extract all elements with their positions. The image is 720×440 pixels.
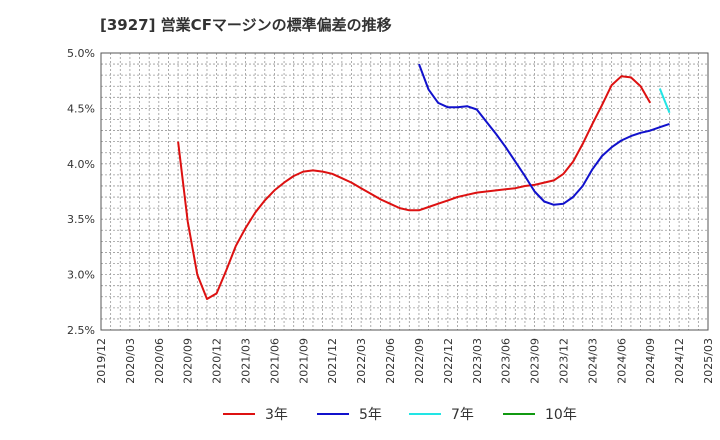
- y-tick-label: 5.0%: [67, 47, 95, 60]
- legend-item-7年: 7年: [409, 407, 474, 423]
- x-tick-label: 2024/03: [586, 338, 599, 384]
- y-tick-label: 4.0%: [67, 158, 95, 171]
- x-tick-label: 2021/03: [240, 338, 253, 384]
- series-line-5年: [418, 63, 670, 206]
- x-tick-label: 2022/03: [355, 338, 368, 384]
- x-tick-label: 2022/12: [442, 338, 455, 384]
- x-tick-label: 2024/12: [673, 338, 686, 384]
- x-tick-label: 2022/06: [384, 338, 397, 384]
- y-tick-label: 4.5%: [67, 102, 95, 115]
- x-tick-label: 2025/03: [702, 338, 715, 384]
- x-tick-label: 2021/09: [297, 338, 310, 384]
- x-tick-label: 2023/03: [471, 338, 484, 384]
- x-tick-label: 2019/12: [95, 338, 108, 384]
- legend-label: 10年: [545, 407, 577, 423]
- x-tick-label: 2020/06: [153, 338, 166, 384]
- x-tick-label: 2022/09: [413, 338, 426, 384]
- x-tick-label: 2020/03: [124, 338, 137, 384]
- legend-label: 7年: [451, 407, 474, 423]
- x-tick-label: 2023/09: [529, 338, 542, 384]
- y-tick-label: 3.5%: [67, 213, 95, 226]
- x-tick-label: 2021/06: [268, 338, 281, 384]
- legend-item-3年: 3年: [223, 407, 288, 423]
- x-axis-tick-labels: 2019/12 2020/03 2020/06 2020/09 2020/12 2021/…: [95, 338, 715, 384]
- x-tick-label: 2020/09: [182, 338, 195, 384]
- x-tick-label: 2023/06: [500, 338, 513, 384]
- series-line-3年: [177, 75, 652, 300]
- x-tick-label: 2021/12: [326, 338, 339, 384]
- plot-area: [101, 53, 708, 330]
- legend: 3年 5年 7年 10年: [223, 407, 577, 423]
- y-tick-label: 3.0%: [67, 269, 95, 282]
- y-tick-label: 2.5%: [67, 324, 95, 337]
- legend-item-5年: 5年: [317, 407, 382, 423]
- x-tick-label: 2023/12: [557, 338, 570, 384]
- y-axis-tick-labels: 2.5% 3.0% 3.5% 4.0% 4.5% 5.0%: [67, 47, 95, 337]
- x-tick-label: 2024/06: [615, 338, 628, 384]
- legend-item-10年: 10年: [503, 407, 577, 423]
- plot-border: [100, 52, 709, 331]
- chart-title: [3927] 営業CFマージンの標準偏差の推移: [100, 16, 392, 34]
- legend-label: 3年: [265, 407, 288, 423]
- legend-label: 5年: [359, 407, 382, 423]
- x-tick-label: 2024/09: [644, 338, 657, 384]
- series-line-7年: [658, 88, 671, 114]
- x-tick-label: 2020/12: [211, 338, 224, 384]
- series-lines: [177, 63, 671, 300]
